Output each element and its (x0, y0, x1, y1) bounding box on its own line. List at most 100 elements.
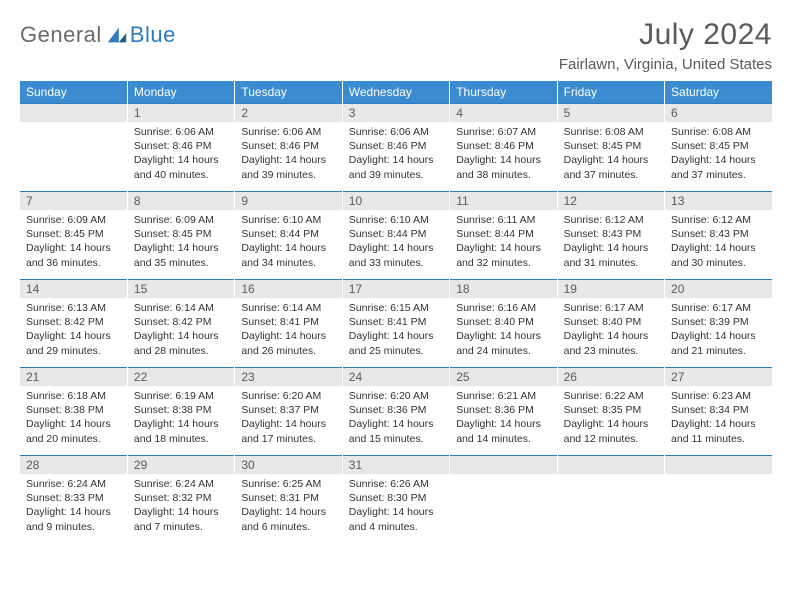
calendar-day-cell: 1Sunrise: 6:06 AMSunset: 8:46 PMDaylight… (127, 104, 234, 192)
daylight-text: Daylight: 14 hours (456, 241, 550, 255)
calendar-day-cell: 7Sunrise: 6:09 AMSunset: 8:45 PMDaylight… (20, 192, 127, 280)
calendar-week-row: 21Sunrise: 6:18 AMSunset: 8:38 PMDayligh… (20, 368, 772, 456)
sunrise-text: Sunrise: 6:23 AM (671, 389, 766, 403)
day-details: Sunrise: 6:09 AMSunset: 8:45 PMDaylight:… (20, 210, 127, 274)
day-number: 22 (128, 368, 234, 386)
daylight-text: and 25 minutes. (349, 344, 443, 358)
daylight-text: and 30 minutes. (671, 256, 766, 270)
sunrise-text: Sunrise: 6:25 AM (241, 477, 335, 491)
sunset-text: Sunset: 8:45 PM (134, 227, 228, 241)
day-details (558, 474, 664, 532)
sunset-text: Sunset: 8:38 PM (26, 403, 121, 417)
day-details: Sunrise: 6:16 AMSunset: 8:40 PMDaylight:… (450, 298, 556, 362)
weekday-header: Sunday (20, 81, 127, 104)
sunset-text: Sunset: 8:39 PM (671, 315, 766, 329)
day-number: 19 (558, 280, 664, 298)
calendar-week-row: 7Sunrise: 6:09 AMSunset: 8:45 PMDaylight… (20, 192, 772, 280)
day-number: 12 (558, 192, 664, 210)
calendar-week-row: 14Sunrise: 6:13 AMSunset: 8:42 PMDayligh… (20, 280, 772, 368)
daylight-text: and 32 minutes. (456, 256, 550, 270)
calendar-empty-cell (665, 456, 772, 544)
sunrise-text: Sunrise: 6:12 AM (564, 213, 658, 227)
daylight-text: Daylight: 14 hours (241, 417, 335, 431)
daylight-text: and 29 minutes. (26, 344, 121, 358)
daylight-text: and 34 minutes. (241, 256, 335, 270)
sunset-text: Sunset: 8:40 PM (564, 315, 658, 329)
day-details: Sunrise: 6:17 AMSunset: 8:40 PMDaylight:… (558, 298, 664, 362)
sunset-text: Sunset: 8:41 PM (349, 315, 443, 329)
location-text: Fairlawn, Virginia, United States (559, 56, 772, 73)
sunrise-text: Sunrise: 6:14 AM (241, 301, 335, 315)
sunset-text: Sunset: 8:38 PM (134, 403, 228, 417)
daylight-text: and 23 minutes. (564, 344, 658, 358)
calendar-day-cell: 19Sunrise: 6:17 AMSunset: 8:40 PMDayligh… (557, 280, 664, 368)
sunset-text: Sunset: 8:46 PM (134, 139, 228, 153)
day-details: Sunrise: 6:22 AMSunset: 8:35 PMDaylight:… (558, 386, 664, 450)
calendar-day-cell: 31Sunrise: 6:26 AMSunset: 8:30 PMDayligh… (342, 456, 449, 544)
day-details: Sunrise: 6:10 AMSunset: 8:44 PMDaylight:… (343, 210, 449, 274)
sunset-text: Sunset: 8:42 PM (26, 315, 121, 329)
daylight-text: and 17 minutes. (241, 432, 335, 446)
day-number (665, 456, 772, 474)
daylight-text: Daylight: 14 hours (134, 329, 228, 343)
sunrise-text: Sunrise: 6:24 AM (134, 477, 228, 491)
daylight-text: and 31 minutes. (564, 256, 658, 270)
calendar-day-cell: 2Sunrise: 6:06 AMSunset: 8:46 PMDaylight… (235, 104, 342, 192)
sunset-text: Sunset: 8:45 PM (671, 139, 766, 153)
day-number: 20 (665, 280, 772, 298)
day-details: Sunrise: 6:06 AMSunset: 8:46 PMDaylight:… (128, 122, 234, 186)
calendar-day-cell: 8Sunrise: 6:09 AMSunset: 8:45 PMDaylight… (127, 192, 234, 280)
sunset-text: Sunset: 8:30 PM (349, 491, 443, 505)
daylight-text: Daylight: 14 hours (26, 505, 121, 519)
sunrise-text: Sunrise: 6:06 AM (349, 125, 443, 139)
daylight-text: Daylight: 14 hours (671, 417, 766, 431)
calendar-day-cell: 13Sunrise: 6:12 AMSunset: 8:43 PMDayligh… (665, 192, 772, 280)
page-title: July 2024 (559, 18, 772, 52)
daylight-text: Daylight: 14 hours (241, 329, 335, 343)
day-number: 17 (343, 280, 449, 298)
sunrise-text: Sunrise: 6:07 AM (456, 125, 550, 139)
day-details: Sunrise: 6:20 AMSunset: 8:36 PMDaylight:… (343, 386, 449, 450)
sunrise-text: Sunrise: 6:16 AM (456, 301, 550, 315)
sunset-text: Sunset: 8:46 PM (349, 139, 443, 153)
sunset-text: Sunset: 8:35 PM (564, 403, 658, 417)
sunset-text: Sunset: 8:45 PM (564, 139, 658, 153)
title-block: July 2024 Fairlawn, Virginia, United Sta… (559, 18, 772, 73)
day-number: 4 (450, 104, 556, 122)
day-details: Sunrise: 6:12 AMSunset: 8:43 PMDaylight:… (665, 210, 772, 274)
calendar-day-cell: 3Sunrise: 6:06 AMSunset: 8:46 PMDaylight… (342, 104, 449, 192)
daylight-text: Daylight: 14 hours (349, 417, 443, 431)
sunset-text: Sunset: 8:33 PM (26, 491, 121, 505)
calendar-day-cell: 12Sunrise: 6:12 AMSunset: 8:43 PMDayligh… (557, 192, 664, 280)
day-details (450, 474, 556, 532)
sunrise-text: Sunrise: 6:10 AM (241, 213, 335, 227)
sunset-text: Sunset: 8:36 PM (349, 403, 443, 417)
day-number: 6 (665, 104, 772, 122)
daylight-text: Daylight: 14 hours (564, 153, 658, 167)
day-number: 5 (558, 104, 664, 122)
daylight-text: Daylight: 14 hours (671, 153, 766, 167)
day-number: 25 (450, 368, 556, 386)
sunset-text: Sunset: 8:43 PM (564, 227, 658, 241)
day-details: Sunrise: 6:23 AMSunset: 8:34 PMDaylight:… (665, 386, 772, 450)
daylight-text: Daylight: 14 hours (349, 329, 443, 343)
sunrise-text: Sunrise: 6:24 AM (26, 477, 121, 491)
day-number (450, 456, 556, 474)
day-details: Sunrise: 6:21 AMSunset: 8:36 PMDaylight:… (450, 386, 556, 450)
calendar-day-cell: 26Sunrise: 6:22 AMSunset: 8:35 PMDayligh… (557, 368, 664, 456)
daylight-text: and 39 minutes. (349, 168, 443, 182)
weekday-header: Tuesday (235, 81, 342, 104)
sunrise-text: Sunrise: 6:20 AM (241, 389, 335, 403)
day-details: Sunrise: 6:20 AMSunset: 8:37 PMDaylight:… (235, 386, 341, 450)
weekday-header: Saturday (665, 81, 772, 104)
day-number: 16 (235, 280, 341, 298)
sunrise-text: Sunrise: 6:19 AM (134, 389, 228, 403)
logo-text-general: General (20, 22, 102, 48)
sunrise-text: Sunrise: 6:09 AM (134, 213, 228, 227)
day-number: 31 (343, 456, 449, 474)
calendar-day-cell: 4Sunrise: 6:07 AMSunset: 8:46 PMDaylight… (450, 104, 557, 192)
day-details: Sunrise: 6:06 AMSunset: 8:46 PMDaylight:… (343, 122, 449, 186)
daylight-text: and 9 minutes. (26, 520, 121, 534)
day-details: Sunrise: 6:11 AMSunset: 8:44 PMDaylight:… (450, 210, 556, 274)
daylight-text: and 39 minutes. (241, 168, 335, 182)
